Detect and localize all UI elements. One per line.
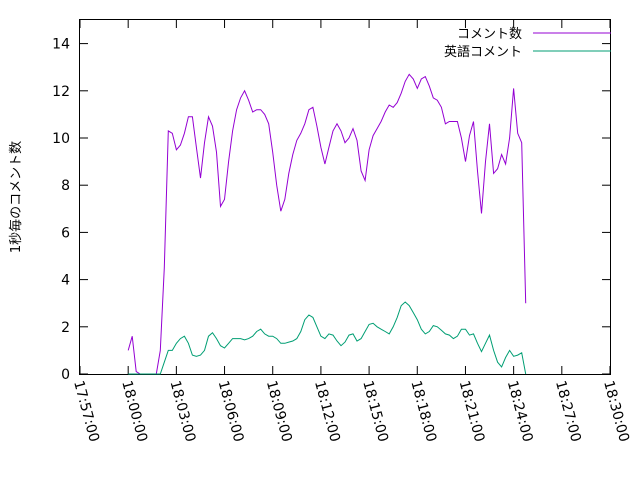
y-axis-ticks: 0 2 4 6 8 10 12 14: [52, 37, 610, 383]
x-tick-label: 18:21:00: [456, 379, 488, 444]
x-tick-label: 18:24:00: [504, 379, 536, 444]
y-tick-label: 0: [61, 367, 70, 383]
y-tick-label: 8: [61, 178, 70, 194]
legend-label-1: 英語コメント: [444, 44, 522, 60]
y-tick-label: 14: [52, 37, 70, 53]
x-tick-label: 17:57:00: [70, 379, 102, 444]
x-tick-label: 18:18:00: [407, 379, 439, 444]
legend-label-0: コメント数: [457, 27, 522, 42]
x-tick-label: 18:27:00: [552, 379, 584, 444]
series-line-1: [128, 301, 527, 375]
y-axis-label: 1秒毎のコメント数: [8, 141, 24, 253]
x-tick-label: 18:00:00: [118, 379, 150, 444]
plot-frame: [79, 19, 611, 375]
y-tick-label: 12: [52, 84, 70, 100]
x-tick-label: 18:09:00: [263, 379, 295, 444]
x-tick-label: 18:12:00: [311, 379, 343, 444]
x-tick-label: 18:30:00: [600, 379, 632, 444]
x-axis-ticks: 17:57:00 18:00:00 18:03:00 18:06:00 18:09:00…: [70, 20, 632, 444]
series-lines: [127, 73, 527, 375]
x-tick-label: 18:03:00: [166, 379, 198, 444]
series-line-0: [127, 73, 527, 375]
y-tick-label: 6: [61, 225, 70, 241]
x-tick-label: 18:15:00: [359, 379, 391, 444]
y-tick-label: 2: [61, 320, 70, 336]
y-tick-label: 4: [61, 273, 70, 289]
x-tick-label: 18:06:00: [215, 379, 247, 444]
y-tick-label: 10: [52, 131, 70, 147]
